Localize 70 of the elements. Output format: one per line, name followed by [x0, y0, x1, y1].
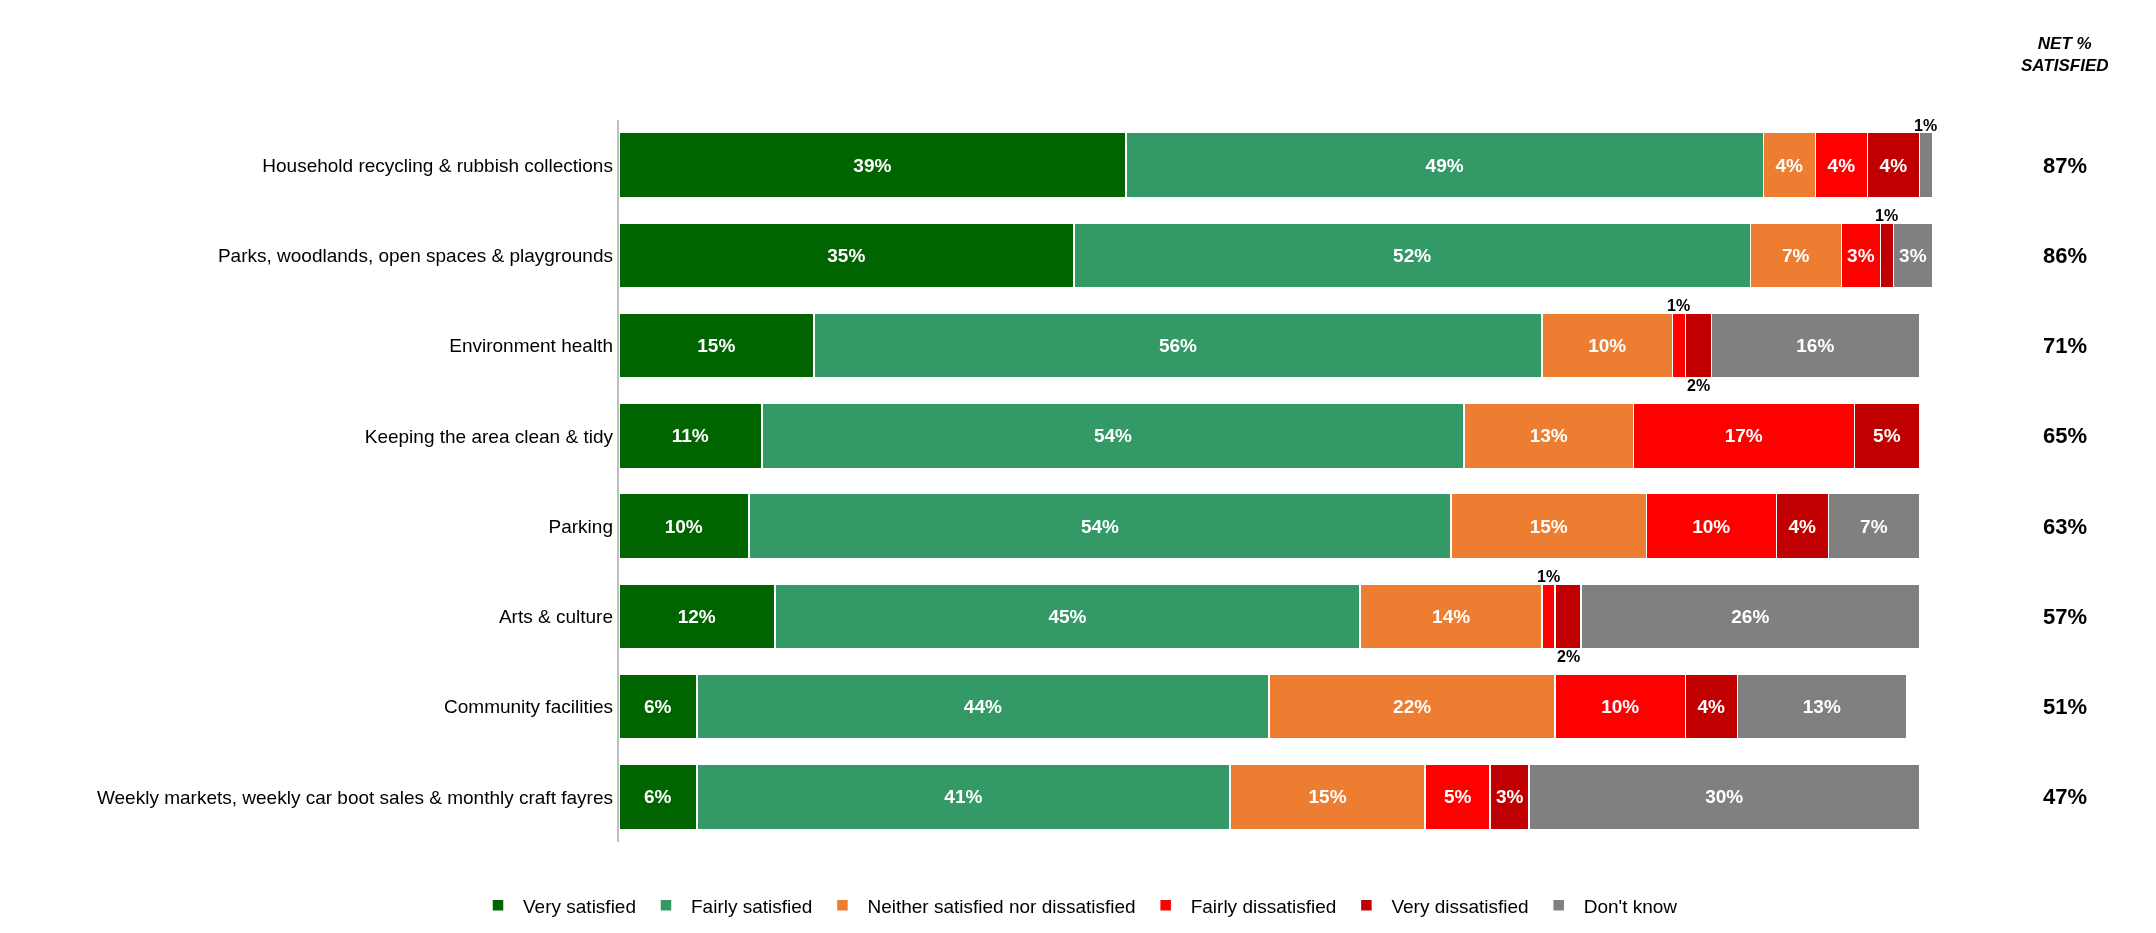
data-label: 16%: [1796, 335, 1835, 357]
data-label: 52%: [1393, 244, 1432, 266]
data-label: 7%: [1782, 244, 1810, 266]
text: 51%: [2043, 694, 2088, 719]
data-label: 3%: [1495, 786, 1524, 808]
data-label: 11%: [671, 425, 709, 447]
data-label: 13%: [1529, 425, 1568, 447]
text: 63%: [2043, 514, 2088, 539]
data-label: 49%: [1425, 154, 1464, 176]
data-label: 1%: [1667, 297, 1691, 314]
data-label: 35%: [827, 244, 866, 266]
data-label: 2%: [1687, 377, 1711, 394]
y-tick-label: Community facilities: [444, 696, 613, 718]
text: 65%: [2043, 423, 2088, 448]
y-tick-label: Environment health: [449, 335, 613, 357]
data-label: 4%: [1879, 154, 1908, 176]
text: 86%: [2043, 243, 2088, 268]
data-label: 3%: [1847, 244, 1875, 266]
data-label: 5%: [1873, 425, 1901, 447]
data-label: 41%: [944, 786, 983, 808]
data-label: 12%: [677, 605, 716, 627]
data-label: 17%: [1724, 425, 1763, 447]
legend-label: Fairly dissatisfied: [1190, 895, 1337, 917]
data-label: 10%: [1692, 515, 1731, 537]
data-label: 54%: [1093, 425, 1133, 447]
data-label: 45%: [1048, 605, 1087, 627]
text: 87%: [2043, 153, 2088, 178]
y-tick-label: Parks, woodlands, open spaces & playgrounds: [217, 245, 613, 267]
data-label: 56%: [1158, 335, 1198, 357]
y-tick-label: Household recycling & rubbish collections: [262, 154, 613, 176]
data-label: 44%: [963, 696, 1003, 718]
legend-label: Neither satisfied nor dissatisfied: [867, 895, 1136, 917]
data-label: 1%: [1537, 568, 1561, 585]
data-label: 3%: [1899, 244, 1927, 266]
text: 47%: [2043, 784, 2088, 809]
text: 57%: [2043, 604, 2088, 629]
legend-label: Very dissatisfied: [1391, 895, 1529, 917]
data-label: 54%: [1080, 515, 1120, 537]
data-label: 13%: [1802, 696, 1841, 718]
y-tick-label: Weekly markets, weekly car boot sales & monthly craft fayres: [96, 786, 613, 808]
data-label: 6%: [644, 786, 672, 808]
y-tick-label: Parking: [548, 515, 613, 537]
data-label: 4%: [1788, 515, 1817, 537]
data-label: 2%: [1557, 648, 1581, 665]
data-label: 4%: [1775, 154, 1804, 176]
y-tick-label: Arts & culture: [498, 606, 613, 628]
data-label: 10%: [1588, 335, 1627, 357]
data-label: 1%: [1875, 207, 1899, 224]
y-tick-label: Keeping the area clean & tidy: [364, 425, 614, 447]
legend-label: Don't know: [1583, 895, 1678, 917]
data-label: 15%: [697, 335, 736, 357]
data-label: 26%: [1731, 605, 1770, 627]
data-label: 15%: [1308, 786, 1347, 808]
data-label: 39%: [853, 154, 892, 176]
data-label: 4%: [1697, 696, 1726, 718]
text: 71%: [2043, 333, 2088, 358]
data-label: 6%: [644, 696, 672, 718]
data-label: 30%: [1705, 786, 1744, 808]
data-label: 1%: [1914, 117, 1938, 134]
data-label: 10%: [664, 515, 703, 537]
data-label: 10%: [1601, 696, 1640, 718]
text: NET % SATISFIED: [2021, 34, 2109, 76]
legend-label: Very satisfied: [523, 895, 636, 917]
data-label: 4%: [1827, 154, 1856, 176]
data-label: 15%: [1529, 515, 1568, 537]
data-label: 5%: [1443, 786, 1472, 808]
data-label: 7%: [1860, 515, 1888, 537]
data-label: 14%: [1432, 605, 1471, 627]
data-label: 22%: [1393, 696, 1432, 718]
legend-label: Fairly satisfied: [691, 895, 813, 917]
